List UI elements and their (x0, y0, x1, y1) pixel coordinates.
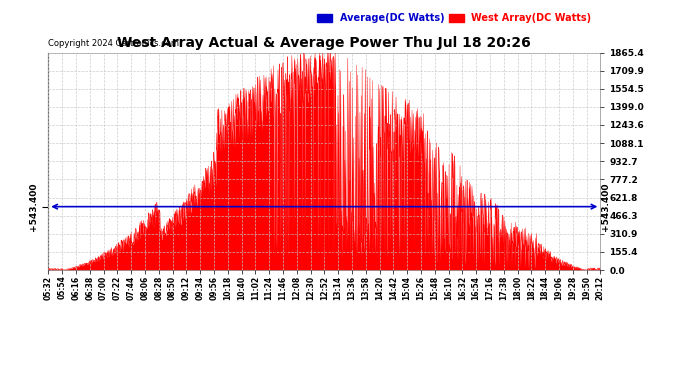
Legend: Average(DC Watts), West Array(DC Watts): Average(DC Watts), West Array(DC Watts) (313, 9, 595, 27)
Title: West Array Actual & Average Power Thu Jul 18 20:26: West Array Actual & Average Power Thu Ju… (117, 36, 531, 50)
Text: +543.400: +543.400 (602, 182, 611, 231)
Text: Copyright 2024 Cartronics.com: Copyright 2024 Cartronics.com (48, 39, 179, 48)
